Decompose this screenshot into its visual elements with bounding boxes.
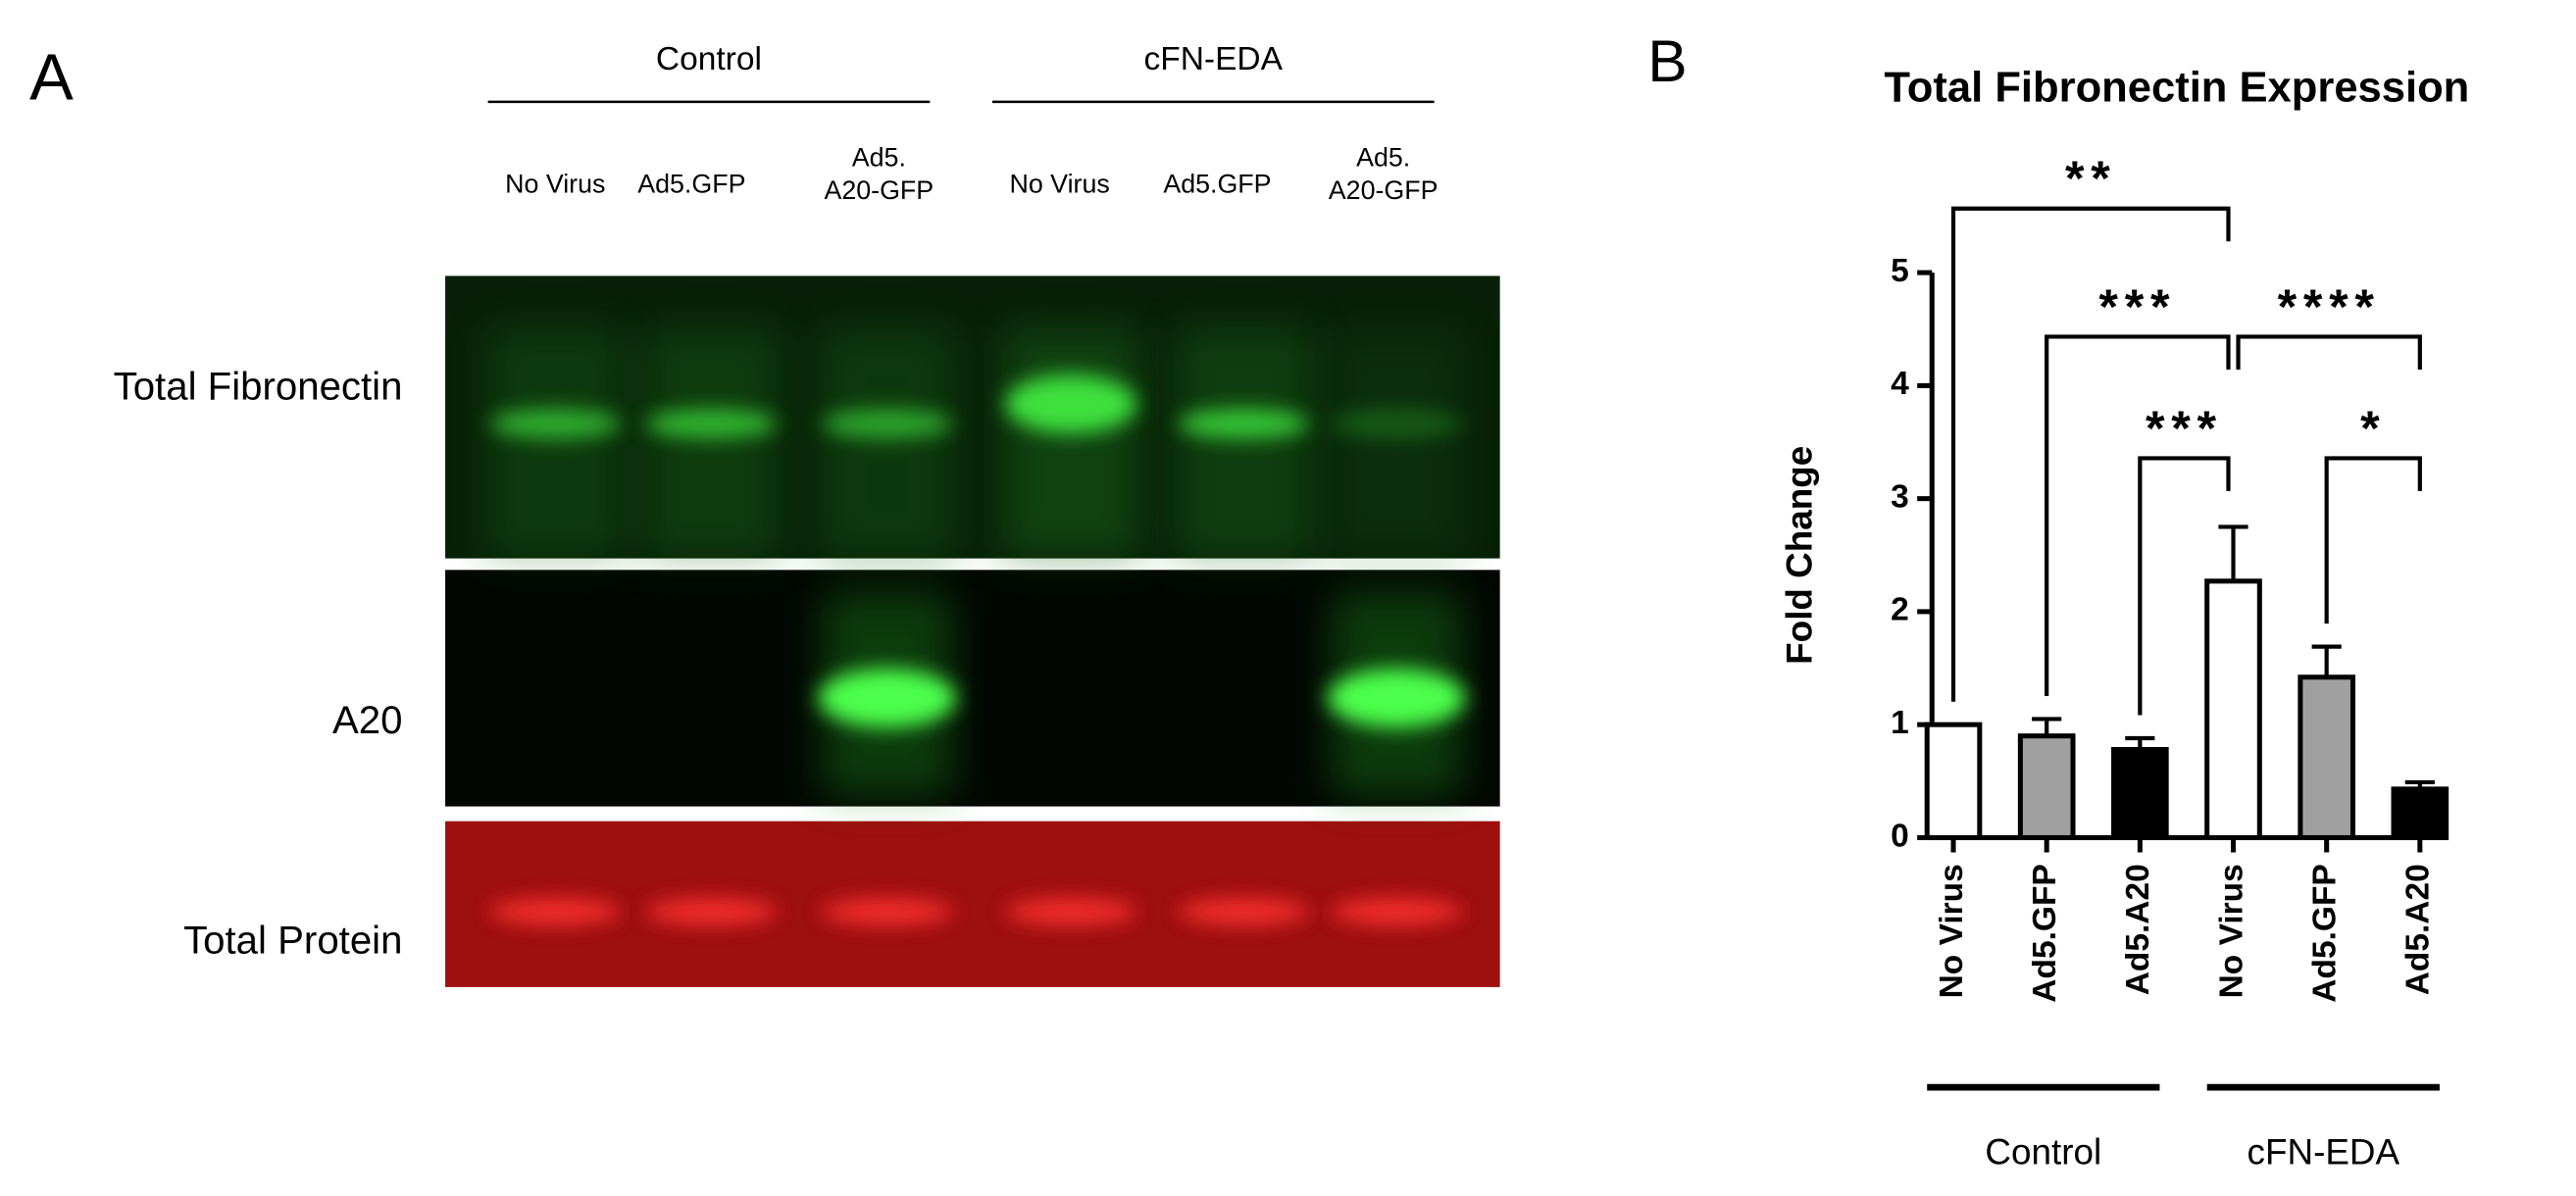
lane-smear [642, 328, 781, 559]
significance-label: *** [2146, 401, 2223, 456]
lane-label: Ad5. [852, 143, 906, 173]
group-label: cFN-EDA [2248, 1132, 2400, 1172]
panel-label: A [29, 40, 74, 114]
significance-label: * [2360, 401, 2386, 456]
significance-label: *** [2098, 279, 2176, 334]
band [1178, 898, 1310, 925]
bar [2017, 733, 2076, 840]
lane-label: A20-GFP [824, 175, 934, 205]
x-tick-label: No Virus [1934, 864, 1970, 998]
row-label: A20 [332, 698, 403, 742]
lane-label: No Virus [1009, 169, 1109, 198]
significance-bracket [1950, 206, 2231, 702]
band [489, 409, 622, 439]
bar [2391, 786, 2450, 840]
x-tick-label: Ad5.A20 [2400, 864, 2437, 995]
y-tick-label: 3 [1891, 478, 1909, 515]
lane-label: Ad5.GFP [1163, 169, 1271, 198]
group-label: Control [1985, 1132, 2101, 1172]
band [818, 668, 957, 728]
y-tick-label: 5 [1891, 253, 1909, 289]
significance-bracket [2138, 456, 2231, 716]
band [1331, 409, 1463, 439]
blot-bands [485, 328, 1466, 925]
band [821, 898, 953, 925]
significance-bracket [2236, 334, 2422, 370]
y-tick-label: 4 [1891, 366, 1909, 402]
y-tick-label: 0 [1891, 818, 1909, 854]
group-label: cFN-EDA [1144, 41, 1284, 77]
row-label: Total Fibronectin [114, 365, 403, 409]
band [821, 409, 953, 439]
significance-bracket [2324, 456, 2422, 624]
band [1327, 668, 1466, 728]
panel-label: B [1647, 27, 1687, 94]
bar [2111, 747, 2169, 840]
bar [2298, 674, 2355, 840]
band [1331, 898, 1463, 925]
significance-bracket [2045, 334, 2231, 696]
band [1178, 409, 1310, 439]
band [645, 409, 778, 439]
row-label: Total Protein [183, 918, 402, 962]
x-tick-label: Ad5.A20 [2120, 864, 2156, 995]
y-axis-label: Fold Change [1780, 446, 1820, 665]
band [645, 898, 778, 925]
y-tick-label: 2 [1891, 592, 1909, 628]
bar [1924, 722, 1983, 840]
lane-label: Ad5. [1356, 143, 1410, 173]
significance-label: ** [2065, 151, 2117, 206]
blot-a20 [445, 570, 1500, 807]
group-label: Control [656, 41, 762, 77]
lane-smear [1327, 328, 1466, 559]
lane-label: No Virus [505, 169, 605, 198]
lane-smear [1001, 328, 1140, 559]
lane-smear [818, 328, 957, 559]
x-tick-label: No Virus [2213, 864, 2249, 998]
band [1005, 374, 1137, 434]
x-tick-label: Ad5.GFP [2027, 864, 2063, 1002]
lane-smear [1174, 328, 1313, 559]
y-tick-label: 1 [1891, 705, 1909, 741]
band [489, 898, 622, 925]
x-tick-label: Ad5.GFP [2307, 864, 2344, 1002]
chart-title: Total Fibronectin Expression [1884, 65, 2469, 112]
lane-label: Ad5.GFP [637, 169, 745, 198]
lane-smear [485, 328, 625, 559]
band [1005, 898, 1137, 925]
lane-label: A20-GFP [1329, 175, 1439, 205]
significance-label: **** [2278, 279, 2381, 334]
blot-total-protein [445, 821, 1500, 987]
bar [2204, 578, 2262, 840]
